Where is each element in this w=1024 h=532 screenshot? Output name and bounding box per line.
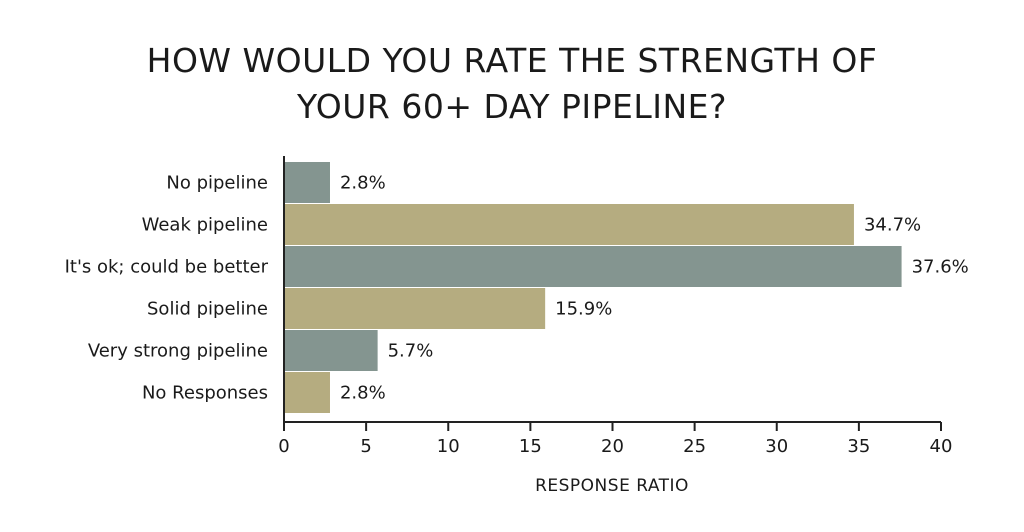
bar-2 [284, 246, 902, 287]
x-tick-label-6: 30 [765, 436, 788, 457]
bar-5 [284, 372, 330, 413]
x-tick-label-3: 15 [519, 436, 542, 457]
x-tick-label-7: 35 [847, 436, 870, 457]
bar-0 [284, 162, 330, 203]
x-tick-label-5: 25 [683, 436, 706, 457]
bar-4 [284, 330, 378, 371]
chart-title-line-2: YOUR 60+ DAY PIPELINE? [296, 87, 728, 126]
category-label-2: It's ok; could be better [65, 257, 269, 278]
x-tick-label-4: 20 [601, 436, 624, 457]
chart-title: HOW WOULD YOU RATE THE STRENGTH OF YOUR … [0, 38, 1024, 130]
category-label-4: Very strong pipeline [88, 341, 268, 362]
data-label-2: 37.6% [912, 257, 969, 278]
category-label-5: No Responses [142, 383, 268, 404]
data-label-4: 5.7% [388, 341, 434, 362]
data-label-0: 2.8% [340, 173, 386, 194]
data-label-1: 34.7% [864, 215, 921, 236]
x-tick-label-0: 0 [278, 436, 289, 457]
x-tick-label-2: 10 [437, 436, 460, 457]
x-axis-title: RESPONSE RATIO [535, 476, 689, 496]
category-label-0: No pipeline [166, 173, 268, 194]
x-tick-label-8: 40 [930, 436, 953, 457]
bar-3 [284, 288, 546, 329]
category-label-1: Weak pipeline [142, 215, 268, 236]
data-label-5: 2.8% [340, 383, 386, 404]
bar-1 [284, 204, 854, 245]
x-tick-label-1: 5 [360, 436, 371, 457]
data-label-3: 15.9% [555, 299, 612, 320]
category-label-3: Solid pipeline [147, 299, 268, 320]
chart-title-line-1: HOW WOULD YOU RATE THE STRENGTH OF [146, 41, 878, 80]
